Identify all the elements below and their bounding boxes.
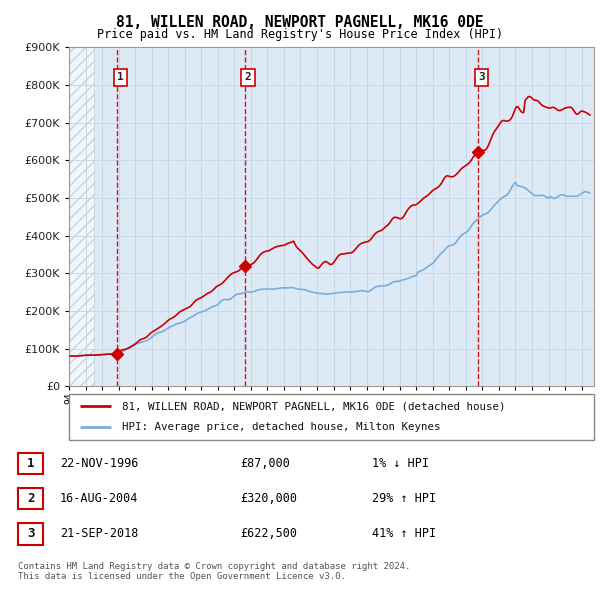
Text: £622,500: £622,500: [240, 527, 297, 540]
Text: HPI: Average price, detached house, Milton Keynes: HPI: Average price, detached house, Milt…: [121, 422, 440, 432]
Text: 1: 1: [117, 73, 124, 83]
Text: £87,000: £87,000: [240, 457, 290, 470]
Text: 81, WILLEN ROAD, NEWPORT PAGNELL, MK16 0DE: 81, WILLEN ROAD, NEWPORT PAGNELL, MK16 0…: [116, 15, 484, 30]
Text: 2: 2: [245, 73, 251, 83]
Text: 3: 3: [27, 527, 34, 540]
Text: 81, WILLEN ROAD, NEWPORT PAGNELL, MK16 0DE (detached house): 81, WILLEN ROAD, NEWPORT PAGNELL, MK16 0…: [121, 401, 505, 411]
Text: 29% ↑ HPI: 29% ↑ HPI: [372, 492, 436, 505]
Text: 1% ↓ HPI: 1% ↓ HPI: [372, 457, 429, 470]
Text: 16-AUG-2004: 16-AUG-2004: [60, 492, 139, 505]
Text: £320,000: £320,000: [240, 492, 297, 505]
Text: Contains HM Land Registry data © Crown copyright and database right 2024.
This d: Contains HM Land Registry data © Crown c…: [18, 562, 410, 581]
Text: 2: 2: [27, 492, 34, 505]
Bar: [69, 47, 94, 386]
Text: 3: 3: [478, 73, 485, 83]
Text: Price paid vs. HM Land Registry's House Price Index (HPI): Price paid vs. HM Land Registry's House …: [97, 28, 503, 41]
Text: 21-SEP-2018: 21-SEP-2018: [60, 527, 139, 540]
Text: 1: 1: [27, 457, 34, 470]
Text: 41% ↑ HPI: 41% ↑ HPI: [372, 527, 436, 540]
Text: 22-NOV-1996: 22-NOV-1996: [60, 457, 139, 470]
